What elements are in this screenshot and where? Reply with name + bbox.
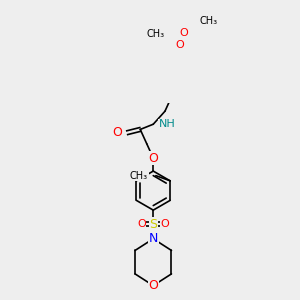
Text: O: O: [148, 152, 158, 165]
Text: CH₃: CH₃: [130, 171, 148, 181]
Text: O: O: [112, 126, 122, 139]
Text: O: O: [179, 28, 188, 38]
Text: O: O: [160, 219, 169, 230]
Text: S: S: [149, 218, 157, 231]
Text: O: O: [137, 219, 146, 230]
Text: O: O: [176, 40, 184, 50]
Text: N: N: [148, 232, 158, 245]
Text: CH₃: CH₃: [146, 29, 164, 39]
Text: O: O: [148, 279, 158, 292]
Text: CH₃: CH₃: [200, 16, 217, 26]
Text: NH: NH: [158, 119, 175, 129]
